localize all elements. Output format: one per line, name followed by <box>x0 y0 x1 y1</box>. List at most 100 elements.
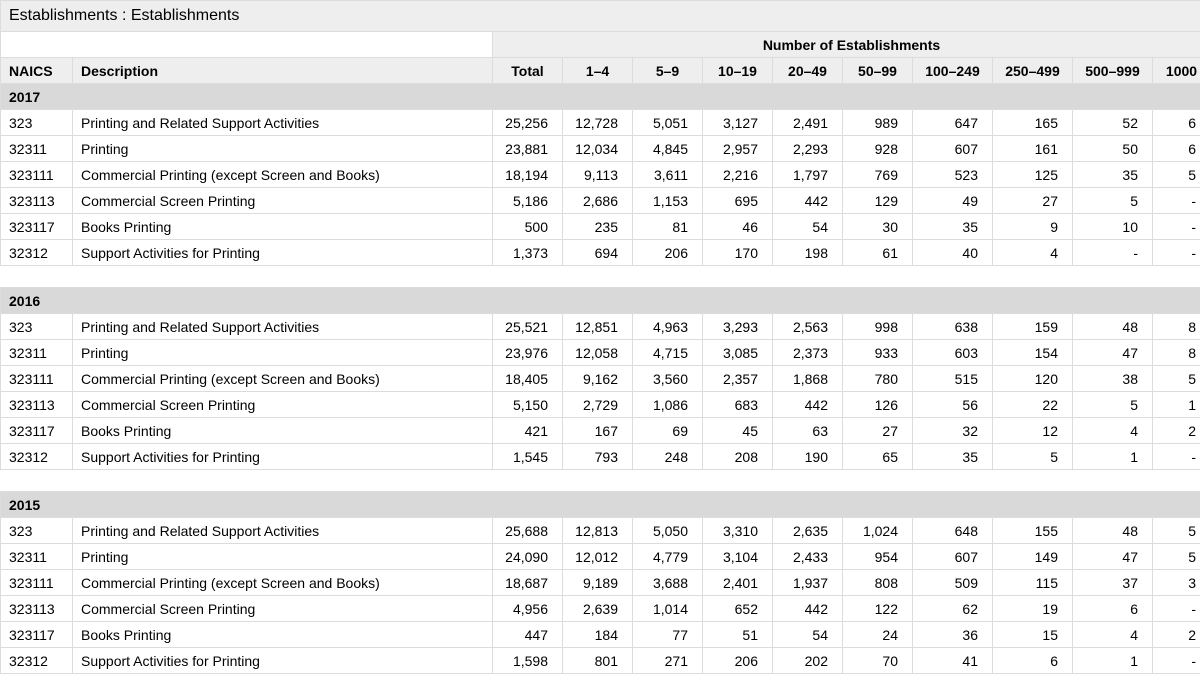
cell-bucket: 24 <box>843 622 913 648</box>
cell-bucket: 70 <box>843 648 913 674</box>
cell-total: 500 <box>493 214 563 240</box>
cell-bucket: 5 <box>1153 162 1200 188</box>
cell-bucket: 198 <box>773 240 843 266</box>
cell-bucket: - <box>1153 444 1200 470</box>
cell-bucket: 6 <box>993 648 1073 674</box>
cell-bucket: 46 <box>703 214 773 240</box>
spacer-cell <box>1 266 1200 288</box>
cell-bucket: - <box>1073 240 1153 266</box>
cell-bucket: 9,189 <box>563 570 633 596</box>
cell-bucket: 248 <box>633 444 703 470</box>
cell-bucket: 6 <box>1153 110 1200 136</box>
cell-description: Printing and Related Support Activities <box>73 314 493 340</box>
establishments-table: Establishments : Establishments Number o… <box>0 0 1200 674</box>
cell-bucket: 30 <box>843 214 913 240</box>
cell-naics: 32312 <box>1 444 73 470</box>
cell-bucket: 35 <box>913 214 993 240</box>
cell-bucket: 52 <box>1073 110 1153 136</box>
cell-description: Commercial Screen Printing <box>73 596 493 622</box>
cell-bucket: 989 <box>843 110 913 136</box>
cell-bucket: 170 <box>703 240 773 266</box>
cell-bucket: 603 <box>913 340 993 366</box>
cell-bucket: 3,127 <box>703 110 773 136</box>
cell-bucket: 206 <box>703 648 773 674</box>
cell-bucket: 998 <box>843 314 913 340</box>
cell-total: 421 <box>493 418 563 444</box>
cell-total: 1,598 <box>493 648 563 674</box>
cell-bucket: 15 <box>993 622 1073 648</box>
cell-total: 1,545 <box>493 444 563 470</box>
cell-naics: 323 <box>1 518 73 544</box>
cell-bucket: 9,113 <box>563 162 633 188</box>
cell-bucket: 81 <box>633 214 703 240</box>
cell-bucket: 648 <box>913 518 993 544</box>
cell-bucket: 2,373 <box>773 340 843 366</box>
cell-bucket: 1,868 <box>773 366 843 392</box>
cell-total: 5,186 <box>493 188 563 214</box>
cell-bucket: 2,491 <box>773 110 843 136</box>
cell-bucket: 41 <box>913 648 993 674</box>
cell-naics: 323117 <box>1 418 73 444</box>
cell-bucket: 2,686 <box>563 188 633 214</box>
page-title-row: Establishments : Establishments <box>1 1 1200 32</box>
cell-description: Commercial Screen Printing <box>73 392 493 418</box>
cell-bucket: 928 <box>843 136 913 162</box>
cell-total: 1,373 <box>493 240 563 266</box>
cell-bucket: 3,611 <box>633 162 703 188</box>
cell-naics: 32311 <box>1 136 73 162</box>
cell-total: 18,687 <box>493 570 563 596</box>
cell-total: 18,405 <box>493 366 563 392</box>
table-row: 323117Books Printing44718477515424361542 <box>1 622 1200 648</box>
table-row: 323Printing and Related Support Activiti… <box>1 110 1200 136</box>
cell-bucket: 769 <box>843 162 913 188</box>
page-title: Establishments : Establishments <box>1 1 1200 32</box>
year-label: 2015 <box>1 492 1200 518</box>
cell-naics: 32311 <box>1 340 73 366</box>
cell-description: Books Printing <box>73 622 493 648</box>
cell-bucket: 4,963 <box>633 314 703 340</box>
cell-bucket: 5 <box>1073 392 1153 418</box>
col-bucket-4: 50–99 <box>843 58 913 84</box>
cell-bucket: 202 <box>773 648 843 674</box>
cell-bucket: 5 <box>993 444 1073 470</box>
year-label: 2017 <box>1 84 1200 110</box>
cell-bucket: 607 <box>913 136 993 162</box>
cell-bucket: 35 <box>913 444 993 470</box>
cell-bucket: 65 <box>843 444 913 470</box>
cell-bucket: 442 <box>773 392 843 418</box>
table-row: 323113Commercial Screen Printing5,1862,6… <box>1 188 1200 214</box>
cell-bucket: 2,216 <box>703 162 773 188</box>
cell-bucket: 22 <box>993 392 1073 418</box>
cell-bucket: 49 <box>913 188 993 214</box>
cell-bucket: 780 <box>843 366 913 392</box>
cell-bucket: 165 <box>993 110 1073 136</box>
cell-bucket: 2,401 <box>703 570 773 596</box>
cell-bucket: 271 <box>633 648 703 674</box>
cell-bucket: 27 <box>843 418 913 444</box>
cell-naics: 323 <box>1 110 73 136</box>
cell-bucket: 2,729 <box>563 392 633 418</box>
cell-bucket: 167 <box>563 418 633 444</box>
cell-naics: 323 <box>1 314 73 340</box>
cell-description: Commercial Printing (except Screen and B… <box>73 366 493 392</box>
table-row: 32312Support Activities for Printing1,37… <box>1 240 1200 266</box>
cell-bucket: 5 <box>1073 188 1153 214</box>
cell-bucket: 36 <box>913 622 993 648</box>
cell-bucket: 12,012 <box>563 544 633 570</box>
cell-naics: 323113 <box>1 392 73 418</box>
cell-description: Printing <box>73 544 493 570</box>
cell-bucket: - <box>1153 240 1200 266</box>
year-label: 2016 <box>1 288 1200 314</box>
year-row: 2015 <box>1 492 1200 518</box>
cell-bucket: 47 <box>1073 340 1153 366</box>
cell-bucket: 38 <box>1073 366 1153 392</box>
col-bucket-5: 100–249 <box>913 58 993 84</box>
cell-bucket: 607 <box>913 544 993 570</box>
cell-bucket: 695 <box>703 188 773 214</box>
cell-naics: 32311 <box>1 544 73 570</box>
cell-description: Support Activities for Printing <box>73 240 493 266</box>
col-naics: NAICS <box>1 58 73 84</box>
col-bucket-1: 5–9 <box>633 58 703 84</box>
cell-bucket: 5,050 <box>633 518 703 544</box>
cell-bucket: 5 <box>1153 366 1200 392</box>
